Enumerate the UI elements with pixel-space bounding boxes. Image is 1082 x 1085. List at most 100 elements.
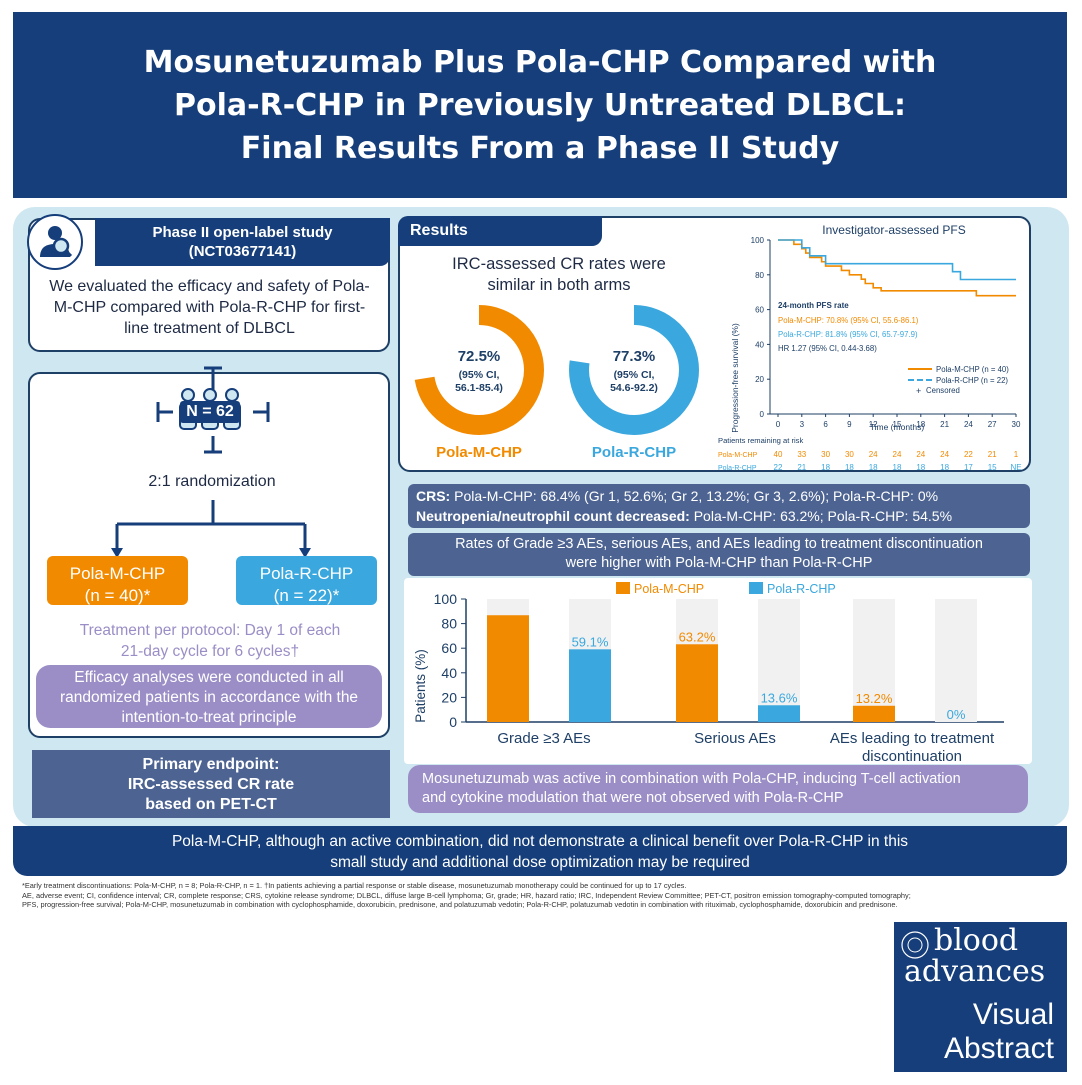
donut-pola-m-chp-arc [414, 305, 544, 435]
arm-pola-r-chp: Pola-R-CHP (n = 22)* [236, 556, 377, 605]
donut-pola-m-chp: 72.5% (95% CI, 56.1-85.4) Pola-M-CHP [414, 305, 544, 461]
ae-bar-pola-m-chp [487, 615, 529, 722]
risk-cell: 18 [940, 463, 949, 472]
pfs-annotation-line3: HR 1.27 (95% CI, 0.44-3.68) [778, 344, 877, 353]
pfs-x-tick-label: 12 [869, 420, 878, 429]
efficacy-note: Efficacy analyses were conducted in all … [36, 665, 382, 728]
pfs-y-tick-label: 100 [751, 236, 765, 245]
donut-pola-m-chp-ci1: (95% CI, [459, 369, 500, 381]
pfs-curve-pola-r-chp [778, 239, 1016, 281]
risk-cell: 24 [893, 450, 902, 459]
pfs-annotation-line2: Pola-R-CHP: 81.8% (95% CI, 65.7-97.9) [778, 330, 918, 339]
arm-pola-r-chp-n: (n = 22)* [273, 586, 340, 605]
risk-cell: 24 [916, 450, 925, 459]
ae-bar-background [935, 599, 977, 722]
ae-bar-label-pola-r-chp: 59.1% [572, 634, 609, 649]
ae-bar-label-pola-r-chp: 0% [947, 707, 966, 722]
risk-cell: 21 [988, 450, 997, 459]
footnotes: *Early treatment discontinuations: Pola-… [22, 881, 1062, 910]
crs-text: Pola-M-CHP: 68.4% (Gr 1, 52.6%; Gr 2, 13… [450, 488, 939, 504]
legend-swatch-m [616, 582, 630, 594]
pfs-xlabel: Time (months) [870, 422, 925, 432]
study-header-line-2: (NCT03677141) [188, 243, 297, 260]
crs-label: CRS: [416, 488, 451, 504]
ae-bar-label-pola-m-chp: 63.2% [679, 629, 716, 644]
pfs-y-tick-label: 20 [755, 375, 764, 384]
risk-cell: 15 [988, 463, 997, 472]
risk-cell: 40 [774, 450, 783, 459]
primary-line-3: based on PET-CT [145, 796, 277, 813]
n-total-badge: N = 62 [180, 401, 240, 423]
pfs-legend-r: Pola-R-CHP (n = 22) [936, 376, 1008, 385]
arm-pola-r-chp-name: Pola-R-CHP [259, 564, 354, 583]
risk-cell: 1 [1014, 450, 1019, 459]
pfs-y-tick-label: 60 [755, 306, 764, 315]
primary-endpoint-box: Primary endpoint: IRC-assessed CR rate b… [32, 750, 390, 818]
ae-y-tick-label: 60 [441, 640, 457, 656]
donut-pola-r-chp-value: 77.3% [613, 348, 656, 365]
pfs-curve-pola-m-chp [778, 239, 1016, 297]
footnote-1: *Early treatment discontinuations: Pola-… [22, 881, 687, 890]
study-header: Phase II open-label study (NCT03677141) [95, 218, 390, 266]
primary-line-2: IRC-assessed CR rate [127, 776, 295, 793]
ae-y-tick-label: 80 [441, 616, 457, 632]
cr-donut-charts: 72.5% (95% CI, 56.1-85.4) Pola-M-CHP 77.… [414, 305, 699, 461]
ae-title-line-1: Rates of Grade ≥3 AEs, serious AEs, and … [455, 536, 983, 552]
ae-bar-background [758, 599, 800, 722]
risk-cell: 18 [869, 463, 878, 472]
pfs-x-tick-label: 0 [776, 420, 781, 429]
risk-cell: 18 [821, 463, 830, 472]
risk-cell: 21 [797, 463, 806, 472]
ae-bar-label-pola-m-chp: 86.8% [490, 616, 527, 631]
pfs-legend: Pola-M-CHP (n = 40) Pola-R-CHP (n = 22) … [908, 365, 1009, 396]
risk-cell: 17 [964, 463, 973, 472]
bottom-line-2: small study and additional dose optimiza… [330, 854, 750, 871]
arm-pola-m-chp-name: Pola-M-CHP [69, 564, 166, 583]
pfs-x-tick-label: 30 [1012, 420, 1021, 429]
pfs-annotation-line1: Pola-M-CHP: 70.8% (95% CI, 55.6-86.1) [778, 316, 919, 325]
pfs-x-tick-label: 6 [823, 420, 828, 429]
donut-pola-m-chp-label: Pola-M-CHP [436, 444, 522, 461]
pfs-ylabel: Progression-free survival (%) [730, 323, 740, 433]
risk-cell: 22 [774, 463, 783, 472]
pfs-title: Investigator-assessed PFS [822, 223, 965, 237]
ae-category-2: Serious AEs [694, 730, 776, 747]
pfs-legend-censor-mark: + [916, 386, 921, 396]
risk-cell: NE [1010, 463, 1021, 472]
risk-row-m-name: Pola-M-CHP [718, 452, 758, 459]
risk-cell: 18 [845, 463, 854, 472]
safety-summary-box: CRS: Pola-M-CHP: 68.4% (Gr 1, 52.6%; Gr … [408, 484, 1030, 528]
pfs-x-tick-label: 3 [800, 420, 805, 429]
treatment-line-2: 21-day cycle for 6 cycles† [120, 643, 300, 660]
ae-category-1: Grade ≥3 AEs [497, 730, 590, 747]
ae-bar-label-pola-m-chp: 13.2% [856, 691, 893, 706]
pfs-x-tick-label: 24 [964, 420, 973, 429]
mechanism-conclusion: Mosunetuzumab was active in combination … [408, 765, 1028, 813]
legend-swatch-r [749, 582, 763, 594]
risk-cell: 22 [964, 450, 973, 459]
ae-y-tick-label: 0 [449, 714, 457, 730]
pfs-legend-censor: Censored [926, 386, 960, 395]
risk-cell: 30 [845, 450, 854, 459]
ae-y-tick-label: 100 [434, 591, 458, 607]
title-line-1: Mosunetuzumab Plus Pola-CHP Compared wit… [143, 44, 937, 80]
bottom-line-1: Pola-M-CHP, although an active combinati… [171, 833, 909, 850]
ae-bar-pola-m-chp [676, 644, 718, 722]
treatment-schedule: Treatment per protocol: Day 1 of each 21… [40, 620, 380, 662]
ae-category-3-line2: discontinuation [862, 748, 962, 764]
donut-pola-r-chp-ci1: (95% CI, [614, 369, 655, 381]
pfs-x-tick-label: 18 [916, 420, 925, 429]
donut-pola-m-chp-value: 72.5% [458, 348, 501, 365]
risk-cell: 18 [893, 463, 902, 472]
pfs-legend-m: Pola-M-CHP (n = 40) [936, 365, 1009, 374]
pfs-x-tick-label: 9 [847, 420, 852, 429]
conclusion-line-2: and cytokine modulation that were not ob… [422, 790, 844, 806]
pfs-x-tick-label: 15 [893, 420, 902, 429]
ae-bar-label-pola-r-chp: 13.6% [761, 690, 798, 705]
bottom-conclusion-banner: Pola-M-CHP, although an active combinati… [13, 826, 1067, 876]
donut-pola-r-chp: 77.3% (95% CI, 54.6-92.2) Pola-R-CHP [569, 305, 699, 461]
neutropenia-text: Pola-M-CHP: 63.2%; Pola-R-CHP: 54.5% [689, 508, 953, 524]
design-flow-lines [111, 366, 311, 558]
ae-ylabel: Patients (%) [413, 649, 428, 723]
logo-blood: blood [934, 923, 1019, 958]
